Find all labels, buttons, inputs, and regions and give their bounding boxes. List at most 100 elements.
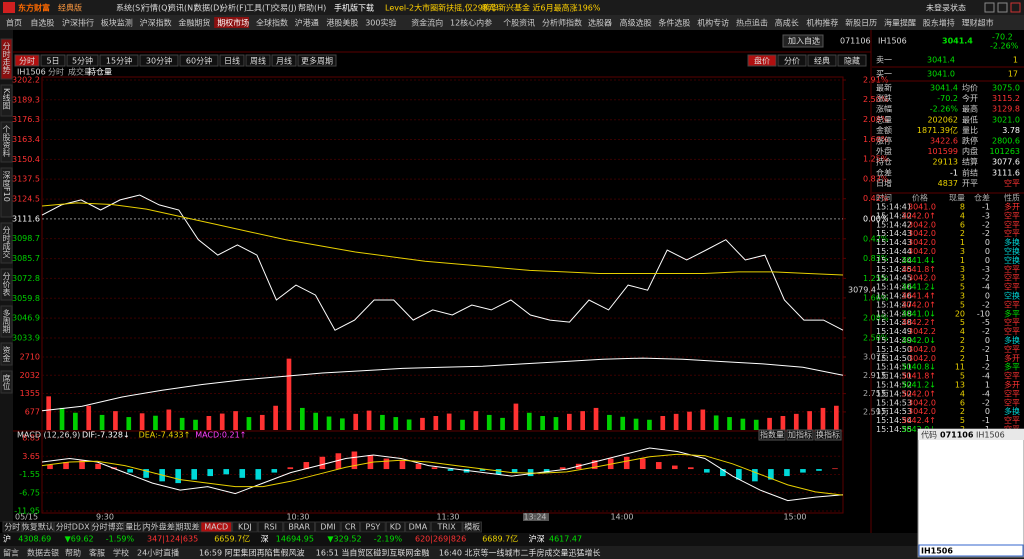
taskbar-item[interactable]: 帮助 — [65, 548, 81, 558]
period-tab[interactable] — [99, 54, 139, 67]
nav-item[interactable]: 全球指数 — [256, 18, 288, 28]
nav-item[interactable]: 自选股 — [30, 18, 54, 28]
indicator-tab[interactable] — [283, 521, 316, 533]
nav-item[interactable]: 个股资讯 — [503, 18, 535, 28]
nav-item[interactable]: 条件选股 — [658, 18, 690, 28]
nav-item[interactable]: 新股日历 — [845, 18, 877, 28]
taskbar-item[interactable]: 客服 — [89, 548, 105, 558]
indicator-tab[interactable] — [21, 521, 54, 533]
nav-item[interactable]: 港股美股 — [326, 18, 358, 28]
nav-item[interactable]: 12核心内参 — [450, 18, 492, 28]
panel-tab[interactable] — [837, 54, 867, 67]
menu-item[interactable]: 资讯(N) — [168, 3, 196, 13]
period-tab[interactable] — [14, 54, 40, 67]
window-control[interactable] — [984, 2, 995, 13]
taskbar-item[interactable]: 留言 — [3, 548, 19, 558]
indicator-tab[interactable] — [462, 521, 482, 533]
nav-item[interactable]: 金融期货 — [178, 18, 210, 28]
news-item[interactable]: 16:51 当自贸区碰到互联网金融 — [316, 548, 430, 558]
nav-item[interactable]: 沪深排行 — [62, 18, 94, 28]
side-tab[interactable] — [0, 305, 13, 338]
nav-item[interactable]: 分析师指数 — [542, 18, 582, 28]
nav-item[interactable]: 期权市场 — [217, 18, 249, 28]
menu-item[interactable]: 行情(Q) — [142, 3, 171, 13]
indicator-button[interactable] — [786, 429, 814, 441]
menu-item[interactable]: 帮助(H) — [298, 3, 326, 13]
popup-input[interactable] — [918, 544, 1024, 557]
tick-volume: 5 — [960, 300, 965, 309]
side-tab[interactable] — [0, 342, 13, 366]
indicator-button[interactable] — [814, 429, 842, 441]
add-button[interactable] — [782, 34, 824, 48]
menu-item[interactable]: 数据(D) — [194, 3, 222, 13]
indicator-tab[interactable] — [123, 521, 143, 533]
indicator-tab[interactable] — [232, 521, 258, 533]
window-control[interactable] — [1010, 2, 1021, 13]
nav-item[interactable]: 机构推荐 — [806, 18, 838, 28]
nav-item[interactable]: 热点追击 — [736, 18, 768, 28]
taskbar-item[interactable]: 数据去银 — [27, 548, 59, 558]
window-control[interactable] — [997, 2, 1008, 13]
promo[interactable]: 鹏华新兴基金 近6月最高涨196% — [482, 3, 601, 13]
period-tab[interactable] — [179, 54, 219, 67]
side-tab-label: 多周期 — [2, 308, 11, 334]
news-item[interactable]: 16:59 阿里集团再陷售假风波 — [199, 548, 305, 558]
side-tab[interactable] — [0, 84, 13, 117]
taskbar-item[interactable]: 24小时直播 — [137, 548, 179, 558]
period-tab[interactable] — [219, 54, 245, 67]
side-tab[interactable] — [0, 38, 13, 80]
indicator-tab[interactable] — [430, 521, 463, 533]
download-link[interactable]: 手机版下载 — [334, 3, 374, 13]
side-tab[interactable] — [0, 167, 13, 218]
indicator-tab[interactable] — [340, 521, 361, 533]
panel-tab[interactable] — [777, 54, 807, 67]
indicator-tab[interactable] — [91, 521, 124, 533]
indicator-tab[interactable] — [142, 521, 175, 533]
news-item[interactable]: 16:40 北京等一线城市二手房成交量迅猛增长 — [439, 548, 601, 558]
nav-item[interactable]: 资金流向 — [411, 18, 443, 28]
side-tab[interactable] — [0, 268, 13, 301]
nav-item[interactable]: 股东增持 — [923, 18, 955, 28]
tick-volume: 5 — [960, 372, 965, 381]
period-tab[interactable] — [245, 54, 271, 67]
period-tab[interactable] — [271, 54, 297, 67]
side-tab[interactable] — [0, 121, 13, 163]
indicator-tab[interactable] — [257, 521, 284, 533]
nav-item[interactable]: 选股器 — [588, 18, 612, 28]
indicator-tab[interactable] — [2, 521, 22, 533]
indicator-tab[interactable] — [53, 521, 92, 533]
indicator-tab[interactable] — [315, 521, 341, 533]
menu-item[interactable]: 工具(T) — [246, 4, 273, 13]
nav-item[interactable]: 300实验 — [365, 18, 396, 28]
nav-item[interactable]: 高级选股 — [620, 18, 652, 28]
taskbar-item[interactable]: 学校 — [113, 548, 129, 558]
tick-time: 15:14:52 — [876, 389, 912, 398]
nav-item[interactable]: 高成长 — [775, 18, 799, 28]
panel-tab[interactable] — [807, 54, 837, 67]
side-tab[interactable] — [0, 370, 13, 394]
nav-item[interactable]: 沪港通 — [295, 18, 319, 28]
nav-item[interactable]: 理财超市 — [962, 18, 994, 28]
indicator-button[interactable] — [758, 429, 786, 441]
nav-item[interactable]: 机构专访 — [697, 18, 729, 28]
nav-item[interactable]: 首页 — [6, 18, 22, 28]
indicator-tab[interactable] — [200, 521, 233, 533]
indicator-tab[interactable] — [174, 521, 201, 533]
menu-item[interactable]: 分析(F) — [220, 3, 247, 13]
period-tab[interactable] — [40, 54, 66, 67]
menu-item[interactable]: 系统(S) — [116, 3, 143, 13]
nav-item[interactable]: 沪深指数 — [140, 18, 172, 28]
line — [41, 194, 844, 331]
nav-item[interactable]: 板块监测 — [101, 18, 133, 28]
period-tab[interactable] — [66, 54, 99, 67]
menu-item[interactable]: 交易(J) — [272, 3, 297, 13]
panel-tab[interactable] — [747, 54, 777, 67]
period-tab[interactable] — [297, 54, 337, 67]
promo[interactable]: Level-2大市圈新扶摇,仅298元! — [385, 3, 499, 13]
period-tab[interactable] — [139, 54, 179, 67]
indicator-tab[interactable] — [385, 521, 406, 533]
indicator-tab[interactable] — [405, 521, 431, 533]
indicator-tab[interactable] — [360, 521, 386, 533]
nav-item[interactable]: 海量提醒 — [884, 18, 916, 28]
side-tab[interactable] — [0, 222, 13, 264]
